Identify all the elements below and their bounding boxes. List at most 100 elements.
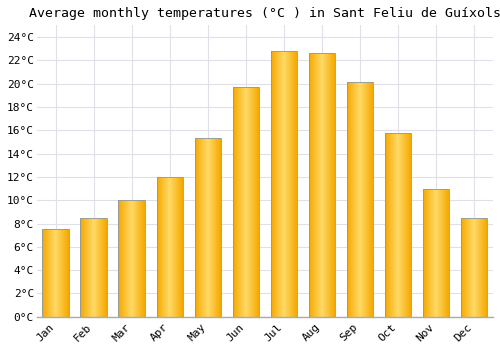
Bar <box>68 229 69 317</box>
Bar <box>442 189 444 317</box>
Bar <box>208 138 209 317</box>
Bar <box>215 138 216 317</box>
Bar <box>446 189 448 317</box>
Bar <box>106 218 107 317</box>
Bar <box>159 177 160 317</box>
Bar <box>81 218 82 317</box>
Bar <box>91 218 92 317</box>
Bar <box>55 229 56 317</box>
Bar <box>214 138 215 317</box>
Bar <box>194 138 195 317</box>
Bar <box>119 200 120 317</box>
Bar <box>252 87 253 317</box>
Bar <box>211 138 212 317</box>
Bar <box>384 133 386 317</box>
Bar <box>330 53 331 317</box>
Bar <box>346 82 348 317</box>
Bar <box>125 200 126 317</box>
Bar <box>173 177 174 317</box>
Bar <box>177 177 178 317</box>
Bar <box>45 229 46 317</box>
Bar <box>248 87 249 317</box>
Bar <box>296 51 297 317</box>
Bar <box>438 189 440 317</box>
Bar <box>448 189 450 317</box>
Bar <box>181 177 182 317</box>
Bar <box>240 87 241 317</box>
Bar <box>179 177 180 317</box>
Bar <box>239 87 240 317</box>
Bar <box>171 177 172 317</box>
Bar <box>137 200 138 317</box>
Bar <box>54 229 55 317</box>
Bar <box>209 138 210 317</box>
Bar <box>195 138 196 317</box>
Bar <box>219 138 220 317</box>
Bar <box>236 87 237 317</box>
Bar <box>166 177 167 317</box>
Bar <box>52 229 53 317</box>
Bar <box>472 218 474 317</box>
Bar <box>204 138 205 317</box>
Bar <box>210 138 211 317</box>
Bar <box>356 82 358 317</box>
Bar <box>316 53 318 317</box>
Bar <box>366 82 368 317</box>
Bar <box>408 133 410 317</box>
Bar <box>143 200 144 317</box>
Bar <box>354 82 356 317</box>
Bar <box>328 53 330 317</box>
Bar <box>126 200 127 317</box>
Bar <box>94 218 95 317</box>
Bar <box>232 87 259 317</box>
Bar <box>272 51 274 317</box>
Bar <box>258 87 259 317</box>
Bar <box>462 218 464 317</box>
Bar <box>246 87 247 317</box>
Bar <box>217 138 218 317</box>
Bar <box>118 200 145 317</box>
Bar <box>288 51 289 317</box>
Bar <box>466 218 468 317</box>
Title: Average monthly temperatures (°C ) in Sant Feliu de Guíxols: Average monthly temperatures (°C ) in Sa… <box>29 7 500 20</box>
Bar <box>245 87 246 317</box>
Bar <box>97 218 98 317</box>
Bar <box>326 53 328 317</box>
Bar <box>50 229 51 317</box>
Bar <box>205 138 206 317</box>
Bar <box>92 218 93 317</box>
Bar <box>85 218 86 317</box>
Bar <box>122 200 123 317</box>
Bar <box>476 218 478 317</box>
Bar <box>322 53 324 317</box>
Bar <box>57 229 58 317</box>
Bar <box>48 229 49 317</box>
Bar <box>93 218 94 317</box>
Bar <box>358 82 360 317</box>
Bar <box>138 200 139 317</box>
Bar <box>444 189 446 317</box>
Bar <box>139 200 140 317</box>
Bar <box>279 51 280 317</box>
Bar <box>278 51 279 317</box>
Bar <box>250 87 251 317</box>
Bar <box>256 87 257 317</box>
Bar <box>253 87 254 317</box>
Bar <box>133 200 134 317</box>
Bar <box>436 189 438 317</box>
Bar <box>120 200 121 317</box>
Bar <box>164 177 165 317</box>
Bar <box>283 51 284 317</box>
Bar <box>163 177 164 317</box>
Bar <box>83 218 84 317</box>
Bar <box>213 138 214 317</box>
Bar <box>400 133 402 317</box>
Bar <box>386 133 388 317</box>
Bar <box>332 53 333 317</box>
Bar <box>293 51 294 317</box>
Bar <box>46 229 47 317</box>
Bar <box>203 138 204 317</box>
Bar <box>196 138 197 317</box>
Bar <box>168 177 169 317</box>
Bar <box>460 218 462 317</box>
